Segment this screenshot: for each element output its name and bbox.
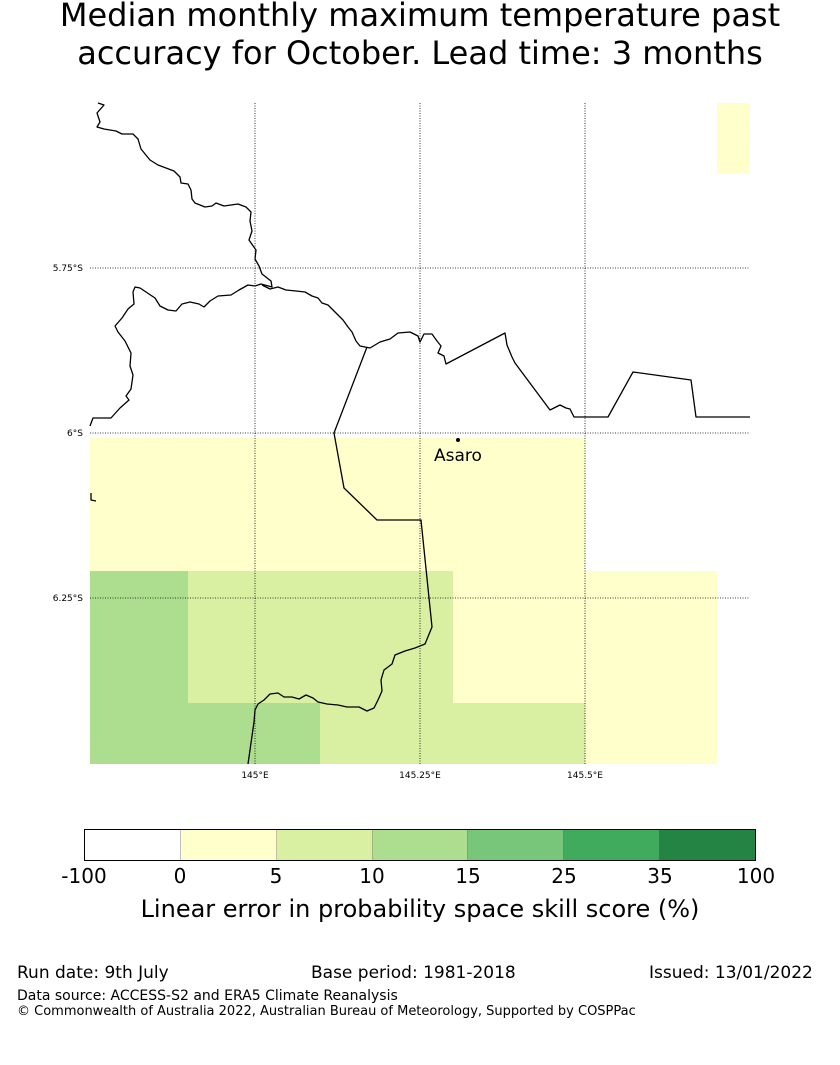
base-period: Base period: 1981-2018 bbox=[311, 963, 516, 983]
lon-label-145-5: 145.5°E bbox=[567, 771, 603, 781]
colorbar-tick: 35 bbox=[647, 864, 673, 888]
colorbar-bin-4 bbox=[372, 830, 469, 860]
grid-cell-yellow-band bbox=[90, 438, 585, 571]
colorbar-bin-5 bbox=[468, 830, 565, 860]
colorbar-tick: 25 bbox=[551, 864, 577, 888]
colorbar-bin-6 bbox=[564, 830, 661, 860]
colorbar-bin-2 bbox=[180, 830, 277, 860]
province-borders bbox=[89, 102, 750, 765]
colorbar-bin-3 bbox=[276, 830, 373, 860]
border-north bbox=[89, 102, 273, 427]
border-south bbox=[247, 346, 433, 765]
border-east bbox=[261, 284, 750, 418]
colorbar bbox=[84, 829, 756, 861]
lon-label-145-25: 145.25°E bbox=[399, 771, 441, 781]
colorbar-tick: 0 bbox=[173, 864, 187, 888]
lat-label-6: 6°S bbox=[67, 429, 83, 439]
lon-label-145: 145°E bbox=[241, 771, 269, 781]
grid-cell-yellow-mid bbox=[453, 571, 585, 703]
colorbar-tick: 15 bbox=[455, 864, 481, 888]
axis-labels: 5.75°S 6°S 6.25°S 145°E 145.25°E 145.5°E bbox=[53, 264, 604, 781]
grid-cell-green-bottom bbox=[188, 703, 320, 764]
border-west-stub bbox=[90, 493, 97, 502]
colorbar-bin-1 bbox=[85, 830, 181, 860]
colorbar-tick: 10 bbox=[359, 864, 385, 888]
data-source: Data source: ACCESS-S2 and ERA5 Climate … bbox=[17, 988, 398, 1004]
title-line-1: Median monthly maximum temperature past bbox=[59, 0, 781, 34]
lat-label-5-75: 5.75°S bbox=[53, 264, 84, 274]
grid-cell-yellow-right bbox=[585, 571, 717, 764]
colorbar-bin-7 bbox=[660, 830, 756, 860]
lat-label-6-25: 6.25°S bbox=[53, 594, 84, 604]
run-date: Run date: 9th July bbox=[17, 963, 169, 983]
colorbar-tick: 100 bbox=[736, 864, 776, 888]
issued-date: Issued: 13/01/2022 bbox=[649, 963, 813, 983]
place-label: Asaro bbox=[434, 446, 482, 466]
colorbar-tick: 5 bbox=[269, 864, 283, 888]
chart-title: Median monthly maximum temperature past … bbox=[0, 0, 840, 72]
grid-cell-lightgreen-bottom bbox=[320, 703, 585, 764]
town-marker bbox=[456, 438, 460, 442]
skill-grid bbox=[90, 103, 750, 764]
map: Asaro 5.75°S 6°S 6.25°S 145°E 145.25°E 1… bbox=[53, 102, 750, 781]
title-line-2: accuracy for October. Lead time: 3 month… bbox=[77, 34, 763, 72]
colorbar-tick: -100 bbox=[61, 864, 107, 888]
copyright: © Commonwealth of Australia 2022, Austra… bbox=[17, 1004, 636, 1019]
grid-cell-green-left bbox=[90, 571, 188, 764]
grid-cell-yellow-top-right bbox=[717, 103, 750, 174]
colorbar-label: Linear error in probability space skill … bbox=[140, 895, 700, 923]
grid-cell-lightgreen-center bbox=[188, 571, 453, 703]
graticule bbox=[90, 103, 750, 764]
